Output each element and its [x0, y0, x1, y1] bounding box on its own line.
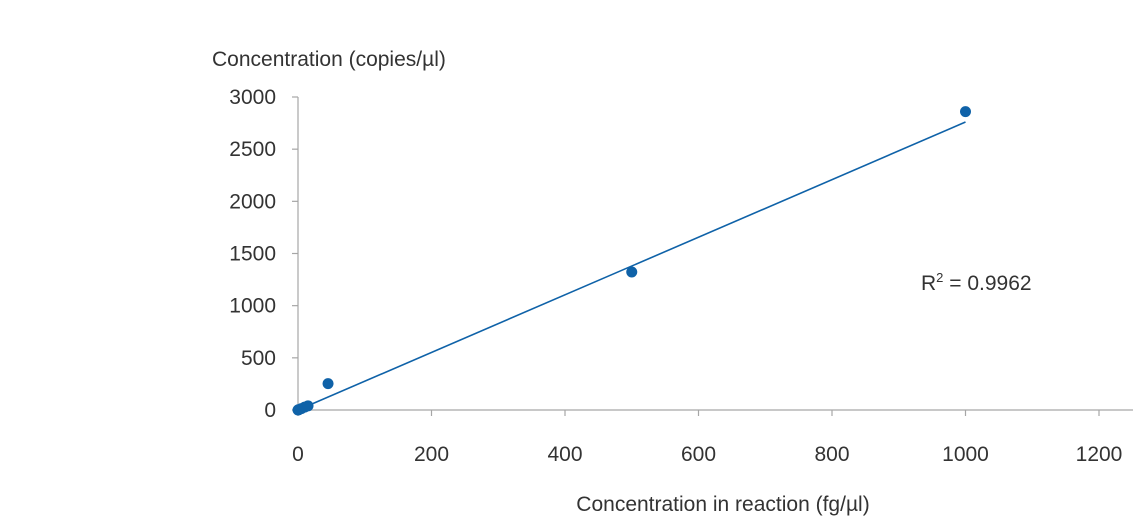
data-point: [626, 266, 638, 278]
y-tick-label: 3000: [229, 86, 276, 109]
x-tick-label: 600: [681, 443, 716, 466]
x-tick-label: 800: [814, 443, 849, 466]
y-tick-label: 1000: [229, 295, 276, 318]
y-tick-label: 1500: [229, 243, 276, 266]
trendline: [297, 121, 966, 411]
x-tick-label: 1200: [1076, 443, 1123, 466]
y-tick-label: 2500: [229, 138, 276, 161]
r2-prefix: R: [921, 272, 936, 295]
x-axis-title: Concentration in reaction (fg/µl): [576, 493, 869, 516]
y-tick-label: 500: [241, 347, 276, 370]
data-point: [322, 378, 334, 390]
y-tick-label: 0: [264, 399, 276, 422]
data-point: [960, 106, 971, 118]
y-tick-label: 2000: [229, 190, 276, 213]
r2-superscript: 2: [936, 270, 943, 285]
x-tick-label: 200: [414, 443, 449, 466]
x-tick-label: 1000: [942, 443, 989, 466]
data-point: [302, 400, 314, 412]
r-squared-label: R2 = 0.9962: [921, 270, 1032, 295]
x-tick-label: 0: [292, 443, 304, 466]
x-tick-label: 400: [547, 443, 582, 466]
data-points: [292, 106, 971, 416]
y-axis-title: Concentration (copies/µl): [212, 48, 446, 71]
y-axis-ticks: 0 500 1000 1500 2000 2500 3000: [229, 86, 298, 422]
r2-value: = 0.9962: [943, 272, 1031, 295]
x-axis-ticks: 0 200 400 600 800 1000 1200: [292, 410, 1122, 466]
